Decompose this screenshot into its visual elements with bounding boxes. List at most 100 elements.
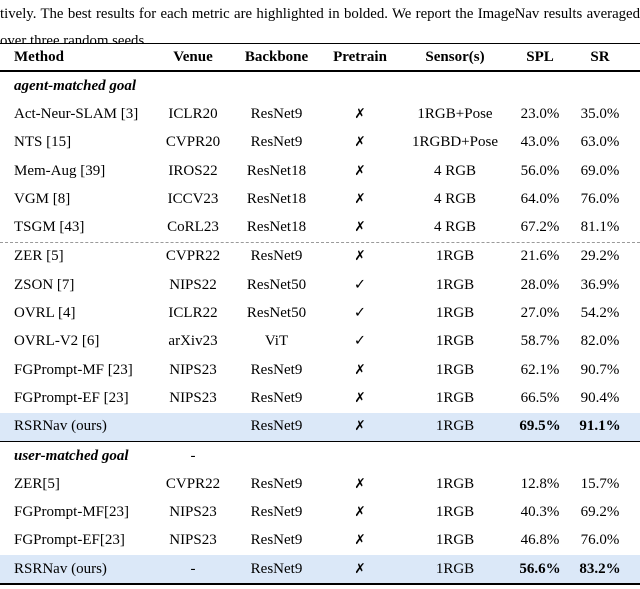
backbone-cell: ResNet9 xyxy=(250,248,303,265)
check-icon: ✓ xyxy=(353,276,367,293)
table-row: ZER [5] CVPR22 ResNet9 ✗ 1RGB 21.6% 29.2% xyxy=(0,241,640,271)
pretrain-cell: ✓ xyxy=(319,333,401,350)
pretrain-cell: ✗ xyxy=(319,106,401,123)
sensors-cell: 4 RGB xyxy=(433,190,477,207)
table-row: ZSON [7] NIPS22 ResNet50 ✓ 1RGB 28.0% 36.9% xyxy=(0,271,640,299)
venue-cell: NIPS23 xyxy=(169,504,217,521)
caption-line-2: over three random seeds. xyxy=(0,32,148,44)
backbone-cell: ResNet9 xyxy=(250,134,303,151)
spl-value: 46.8% xyxy=(520,532,560,549)
spl-value: 21.6% xyxy=(520,248,560,265)
sensors-cell: 4 RGB xyxy=(433,219,477,236)
venue-cell: IROS22 xyxy=(168,162,218,179)
sensors-cell: 1RGBD+Pose xyxy=(412,134,498,151)
spl-value: 27.0% xyxy=(520,305,560,322)
table-row: OVRL [4] ICLR22 ResNet50 ✓ 1RGB 27.0% 54.2% xyxy=(0,299,640,327)
spl-value: 28.0% xyxy=(520,276,560,293)
column-header-pretrain: Pretrain xyxy=(333,48,387,65)
sr-value: 82.0% xyxy=(580,333,620,350)
pretrain-cell: ✗ xyxy=(319,390,401,407)
cross-icon: ✗ xyxy=(354,560,366,577)
sensors-cell: 1RGB xyxy=(435,532,475,549)
section-title: agent-matched goal xyxy=(14,77,137,94)
cross-icon: ✗ xyxy=(354,475,366,492)
sr-value: 83.2% xyxy=(579,560,621,577)
table-row: Mem-Aug [39] IROS22 ResNet18 ✗ 4 RGB 56.0% 69.… xyxy=(0,157,640,185)
spl-value: 40.3% xyxy=(520,504,560,521)
table-row: TSGM [43] CoRL23 ResNet18 ✗ 4 RGB 67.2% 81.1% xyxy=(0,213,640,241)
check-icon: ✓ xyxy=(353,333,367,350)
cross-icon: ✗ xyxy=(354,389,366,406)
spl-value: 12.8% xyxy=(520,475,560,492)
cross-icon: ✗ xyxy=(354,532,366,549)
table-row: FGPrompt-EF [23] NIPS23 ResNet9 ✗ 1RGB 66.5% 9… xyxy=(0,384,640,412)
table-row: RSRNav (ours) - ResNet9 ✗ 1RGB 56.6% 83.2% xyxy=(0,555,640,586)
sr-value: 76.0% xyxy=(580,190,620,207)
spl-value: 23.0% xyxy=(520,105,560,122)
pretrain-cell: ✗ xyxy=(319,362,401,379)
table-row: ZER[5] CVPR22 ResNet9 ✗ 1RGB 12.8% 15.7% xyxy=(0,470,640,498)
cross-icon: ✗ xyxy=(354,504,366,521)
sr-value: 90.7% xyxy=(580,361,620,378)
table-header-row: Method Venue Backbone Pretrain Sensor(s) SPL S… xyxy=(0,44,640,72)
check-icon: ✓ xyxy=(353,305,367,322)
sensors-cell: 4 RGB xyxy=(433,162,477,179)
method-cell: VGM [8] xyxy=(14,190,71,207)
pretrain-cell: ✗ xyxy=(319,561,401,578)
cross-icon: ✗ xyxy=(354,361,366,378)
pretrain-cell: ✗ xyxy=(319,219,401,236)
venue-cell: CVPR20 xyxy=(165,134,221,151)
method-cell: NTS [15] xyxy=(14,134,72,151)
cross-icon: ✗ xyxy=(354,105,366,122)
cross-icon: ✗ xyxy=(354,162,366,179)
caption-line-1: tively. The best results for each metric… xyxy=(0,6,640,22)
cross-icon: ✗ xyxy=(354,134,366,151)
venue-cell: CVPR22 xyxy=(165,248,221,265)
backbone-cell: ResNet9 xyxy=(250,532,303,549)
sensors-cell: 1RGB xyxy=(435,475,475,492)
sensors-cell: 1RGB xyxy=(435,333,475,350)
sr-value: 76.0% xyxy=(580,532,620,549)
method-cell: RSRNav (ours) xyxy=(14,560,107,577)
sr-value: 54.2% xyxy=(580,305,620,322)
table-row: Act-Neur-SLAM [3] ICLR20 ResNet9 ✗ 1RGB+Pose… xyxy=(0,100,640,128)
section-title: user-matched goal xyxy=(14,447,129,464)
method-cell: ZER [5] xyxy=(14,248,64,265)
spl-value: 56.6% xyxy=(519,560,561,577)
backbone-cell: ResNet9 xyxy=(250,361,303,378)
table-row: FGPrompt-EF[23] NIPS23 ResNet9 ✗ 1RGB 46.8% 76… xyxy=(0,527,640,555)
section-header-row: user-matched goal - xyxy=(0,440,640,470)
pretrain-cell: ✗ xyxy=(319,476,401,493)
sr-value: 81.1% xyxy=(580,219,620,236)
table-row: FGPrompt-MF [23] NIPS23 ResNet9 ✗ 1RGB 62.1% 9… xyxy=(0,356,640,384)
venue-cell: ICCV23 xyxy=(167,190,219,207)
method-cell: ZSON [7] xyxy=(14,276,75,293)
sensors-cell: 1RGB xyxy=(435,504,475,521)
pretrain-cell: ✗ xyxy=(319,163,401,180)
method-cell: FGPrompt-MF[23] xyxy=(14,504,130,521)
table-caption: tively. The best results for each metric… xyxy=(0,0,640,43)
sr-value: 29.2% xyxy=(580,248,620,265)
venue-cell: CoRL23 xyxy=(167,219,219,236)
table-row: OVRL-V2 [6] arXiv23 ViT ✓ 1RGB 58.7% 82.0% xyxy=(0,328,640,356)
cross-icon: ✗ xyxy=(354,219,366,236)
method-cell: ZER[5] xyxy=(14,475,60,492)
pretrain-cell: ✓ xyxy=(319,305,401,322)
pretrain-cell: ✗ xyxy=(319,418,401,435)
sensors-cell: 1RGB xyxy=(435,389,475,406)
method-cell: Act-Neur-SLAM [3] xyxy=(14,105,139,122)
column-header-sr: SR xyxy=(590,48,610,65)
spl-value: 67.2% xyxy=(520,219,560,236)
column-header-spl: SPL xyxy=(526,48,554,65)
backbone-cell: ResNet18 xyxy=(246,190,307,207)
method-cell: FGPrompt-EF[23] xyxy=(14,532,125,549)
column-header-venue: Venue xyxy=(173,48,213,65)
venue-cell: NIPS23 xyxy=(169,361,217,378)
cross-icon: ✗ xyxy=(354,248,366,265)
backbone-cell: ResNet9 xyxy=(250,560,303,577)
method-cell: Mem-Aug [39] xyxy=(14,162,106,179)
backbone-cell: ResNet50 xyxy=(246,305,307,322)
spl-value: 69.5% xyxy=(519,418,561,435)
table-row: VGM [8] ICCV23 ResNet18 ✗ 4 RGB 64.0% 76.0% xyxy=(0,185,640,213)
